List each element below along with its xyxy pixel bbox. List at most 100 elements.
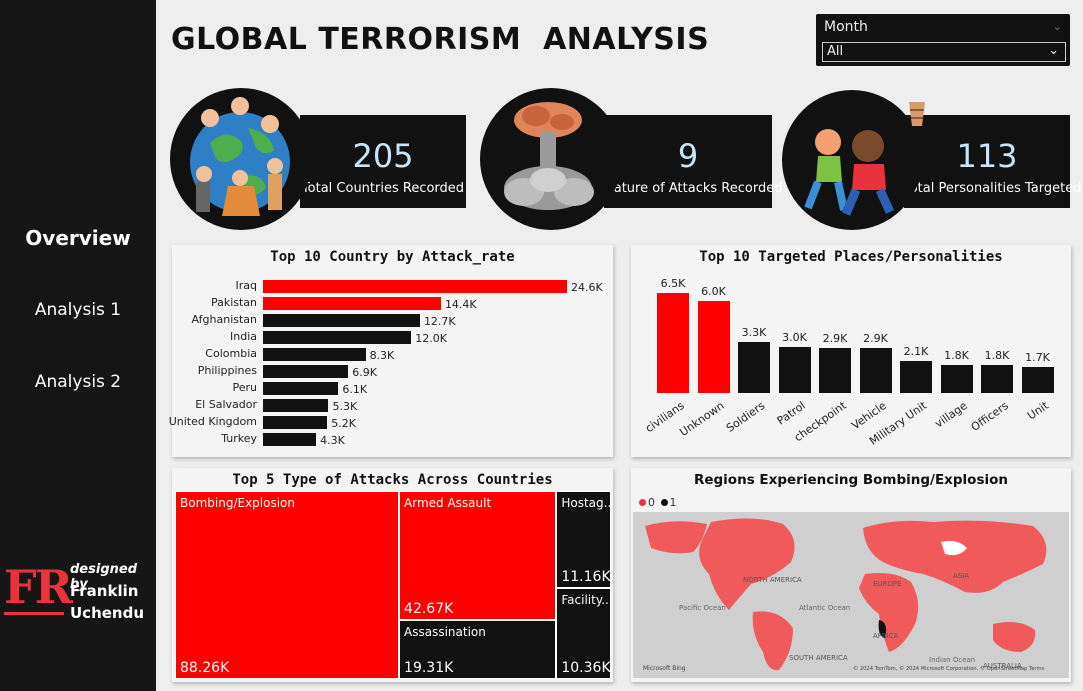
column-value-9: 1.7K xyxy=(1025,350,1050,364)
column-3[interactable] xyxy=(778,346,811,393)
kpi-value-personalities: 113 xyxy=(956,137,1018,175)
bar-value-5: 6.9K xyxy=(352,366,377,379)
bar-label-9: Turkey xyxy=(221,432,257,445)
bar-label-4: Colombia xyxy=(205,347,257,360)
column-label-1: Unknown xyxy=(677,399,727,439)
column-value-2: 3.3K xyxy=(741,326,767,340)
legend-label-1: 1 xyxy=(669,496,677,509)
column-label-9: Unit xyxy=(1025,399,1051,423)
treemap-value-0: 88.26K xyxy=(180,660,230,676)
bar-value-7: 5.3K xyxy=(332,400,358,413)
brand-underline xyxy=(4,612,64,615)
treemap-name-0: Bombing/Explosion xyxy=(180,496,295,510)
world-map[interactable]: NORTH AMERICA EUROPE ASIA AFRICA SOUTH A… xyxy=(633,512,1069,678)
month-dropdown[interactable]: All ⌄ xyxy=(822,42,1066,62)
map-label-europe: EUROPE xyxy=(873,580,902,588)
kpi-label-countries: Total Countries Recorded xyxy=(301,181,465,196)
treemap-cell-4[interactable]: Facility... 10.36K xyxy=(556,588,611,679)
bar-value-6: 6.1K xyxy=(342,383,368,396)
bar-label-8: United Kingdom xyxy=(168,415,257,428)
map-label-africa: AFRICA xyxy=(873,632,899,640)
map-label-north-america: NORTH AMERICA xyxy=(743,576,802,584)
bar-2[interactable] xyxy=(263,314,420,327)
legend-label-0: 0 xyxy=(648,496,655,509)
brand-block: FR designed by Franklin Uchendu xyxy=(0,558,156,628)
bar-label-0: Iraq xyxy=(235,279,258,292)
column-8[interactable] xyxy=(981,365,1013,393)
nav-overview[interactable]: Overview xyxy=(25,226,131,250)
bar-3[interactable] xyxy=(263,331,412,344)
globe-people-icon xyxy=(170,88,312,230)
map-label-indian: Indian Ocean xyxy=(929,656,975,664)
kpi-card-attacks: 9 Nature of Attacks Recorded xyxy=(604,115,782,208)
kpi-value-countries: 205 xyxy=(352,137,414,175)
map-bing-logo: Microsoft Bing xyxy=(643,665,686,672)
column-value-1: 6.0K xyxy=(701,284,726,298)
column-7[interactable] xyxy=(940,365,973,393)
treemap-value-3: 11.16K xyxy=(561,569,611,586)
map-label-asia: ASIA xyxy=(953,572,969,580)
column-value-0: 6.5K xyxy=(660,277,686,290)
bar-value-8: 5.2K xyxy=(331,417,356,430)
column-value-5: 2.9K xyxy=(863,332,888,346)
treemap-name-3: Hostag... xyxy=(561,496,611,510)
kpi-card-personalities: 113 Total Personalities Targeted xyxy=(904,115,1082,208)
column-6[interactable] xyxy=(900,360,932,393)
brand-logo: FR xyxy=(4,560,73,614)
column-label-3: Patrol xyxy=(774,399,808,428)
bar-value-4: 8.3K xyxy=(369,349,395,362)
bar-1[interactable] xyxy=(263,297,441,310)
map-attribution[interactable]: © 2024 TomTom, © 2024 Microsoft Corporat… xyxy=(853,665,1045,672)
treemap-cell-0[interactable]: Bombing/Explosion 88.26K xyxy=(175,491,400,679)
slicer-label: Month xyxy=(824,19,868,35)
column-value-7: 1.8K xyxy=(944,349,969,363)
page-title: GLOBAL TERRORISM ANALYSIS xyxy=(171,22,710,57)
chart-title-targets: Top 10 Targeted Places/Personalities xyxy=(699,249,1003,265)
panel-attack-types: Top 5 Type of Attacks Across Countries B… xyxy=(172,468,613,682)
column-9[interactable] xyxy=(1021,366,1054,393)
treemap-value-4: 10.36K xyxy=(561,659,611,676)
bar-4[interactable] xyxy=(263,348,366,361)
treemap-name-4: Facility... xyxy=(561,593,611,608)
fleeing-people-icon xyxy=(782,90,922,230)
bar-label-1: Pakistan xyxy=(210,296,257,309)
bar-value-3: 12.0K xyxy=(415,332,447,345)
column-4[interactable] xyxy=(819,348,851,393)
bar-label-6: Peru xyxy=(232,381,257,394)
treemap-cell-2[interactable]: Assassination 19.31K xyxy=(399,620,557,679)
brand-last-name: Uchendu xyxy=(70,604,145,622)
bar-6[interactable] xyxy=(263,382,339,395)
bar-5[interactable] xyxy=(263,365,349,378)
bar-7[interactable] xyxy=(263,399,329,412)
column-value-3: 3.0K xyxy=(782,330,807,344)
treemap-cell-3[interactable]: Hostag... 11.16K xyxy=(556,491,611,589)
treemap-name-2: Assassination xyxy=(404,625,486,640)
explosion-icon xyxy=(480,88,622,230)
column-2[interactable] xyxy=(738,342,770,393)
map-label-south-america: SOUTH AMERICA xyxy=(789,654,848,662)
legend-dot-1 xyxy=(660,499,668,506)
bar-label-3: India xyxy=(230,330,257,343)
month-slicer: Month ⌄ All ⌄ xyxy=(816,14,1070,66)
chart-title-attack-types: Top 5 Type of Attacks Across Countries xyxy=(232,472,553,488)
column-1[interactable] xyxy=(697,300,730,393)
bar-0[interactable] xyxy=(263,280,567,293)
column-label-8: Officers xyxy=(968,399,1011,434)
brand-first-name: Franklin xyxy=(70,582,139,600)
bar-value-2: 12.7K xyxy=(423,315,456,328)
nav-analysis-1[interactable]: Analysis 1 xyxy=(34,300,122,320)
nav-analysis-2[interactable]: Analysis 2 xyxy=(34,372,122,392)
chevron-down-icon[interactable]: ⌄ xyxy=(1052,20,1062,33)
column-0[interactable] xyxy=(657,293,689,393)
column-value-6: 2.1K xyxy=(903,344,929,358)
bar-label-5: Philippines xyxy=(197,364,257,377)
month-selected-value: All xyxy=(827,44,844,59)
treemap-cell-1[interactable]: Armed Assault 42.67K xyxy=(399,491,557,621)
bar-value-0: 24.6K xyxy=(571,281,603,294)
bar-8[interactable] xyxy=(263,416,328,429)
kpi-label-personalities: Total Personalities Targeted xyxy=(904,181,1082,196)
column-value-4: 2.9K xyxy=(822,332,848,346)
column-5[interactable] xyxy=(859,348,892,393)
map-label-australia: AUSTRALIA xyxy=(983,662,1022,670)
bar-9[interactable] xyxy=(263,433,317,446)
